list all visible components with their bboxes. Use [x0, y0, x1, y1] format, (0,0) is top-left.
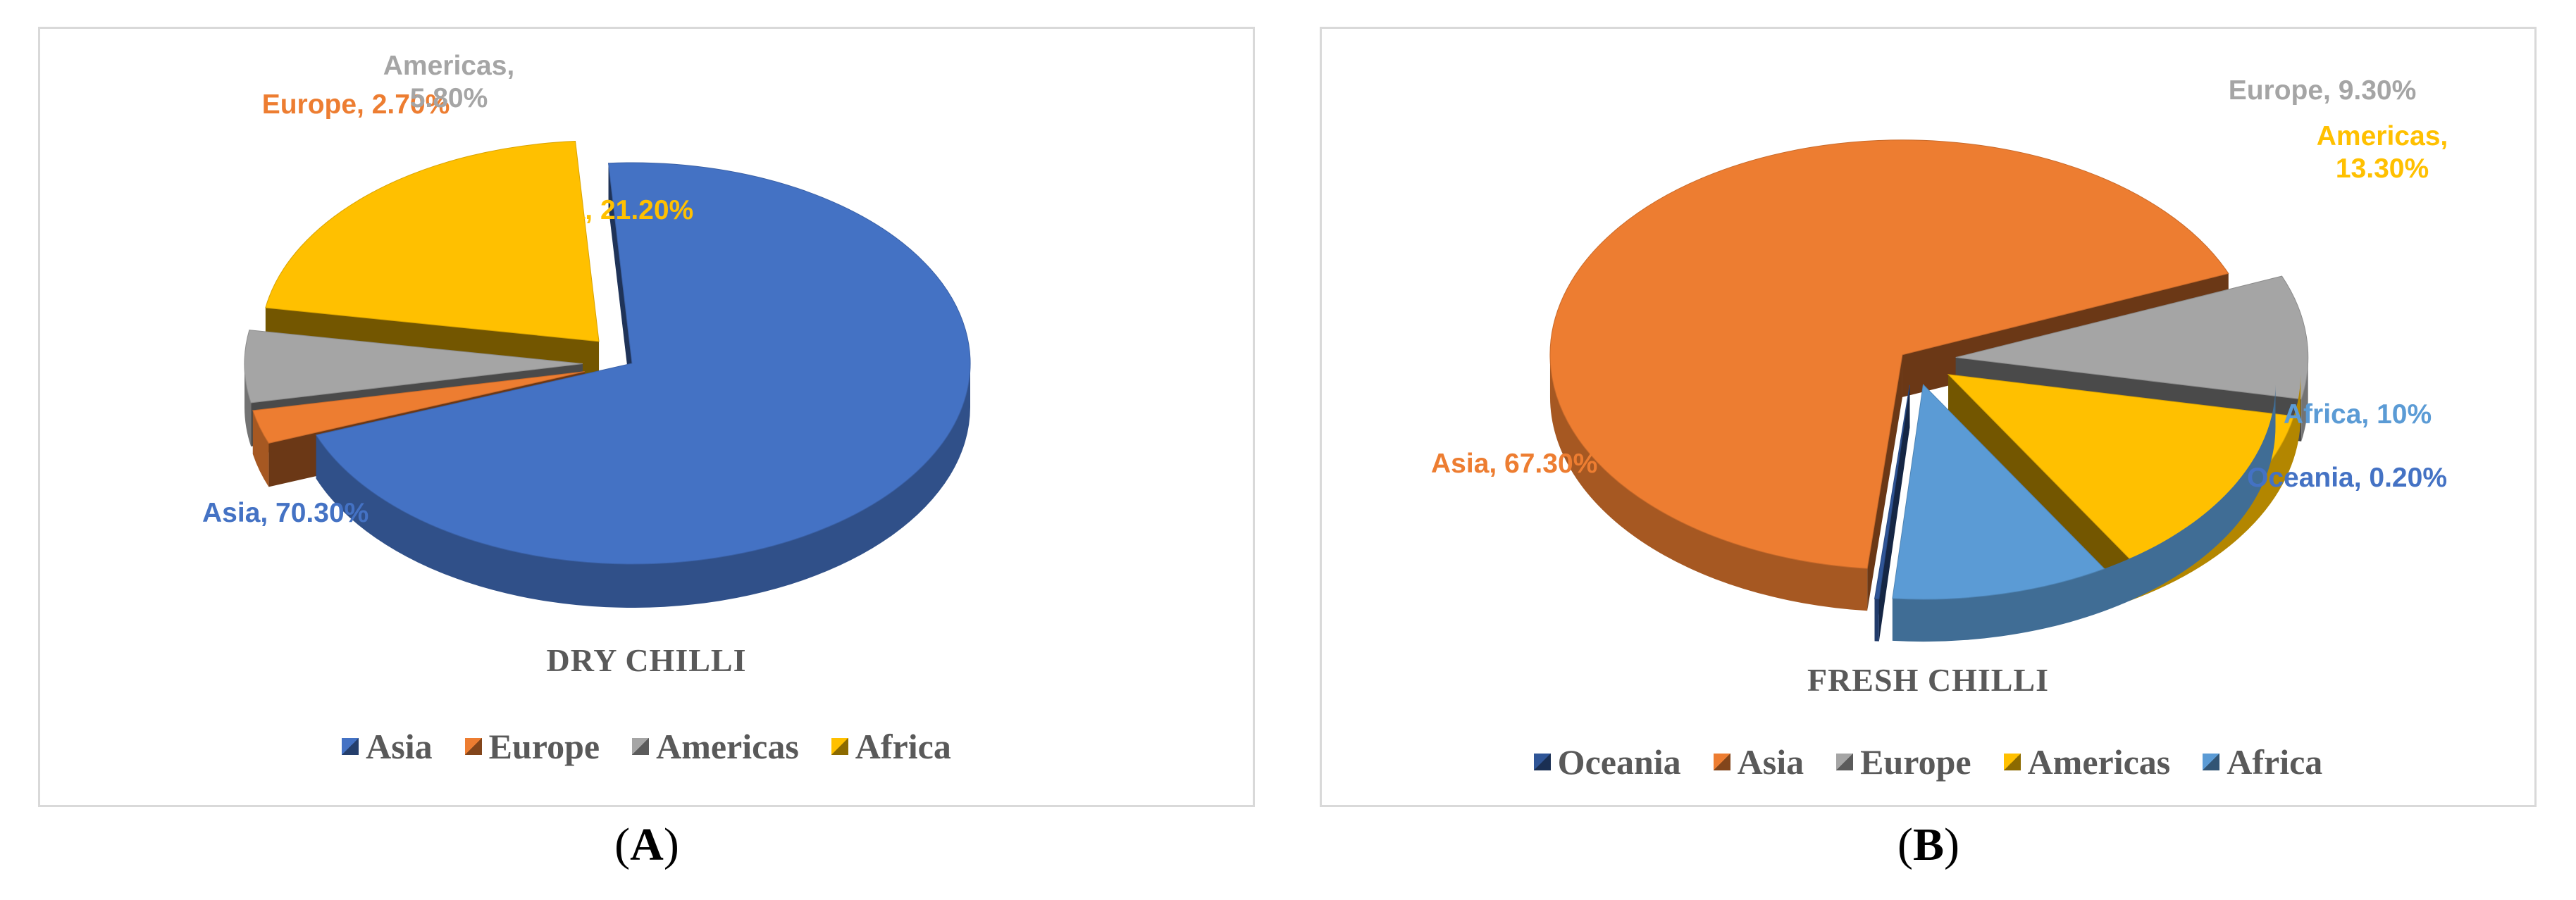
pie-slice-asia	[315, 162, 971, 608]
chart-panel-fresh-chilli: Oceania, 0.20% Asia, 67.30% Europe, 9.30% A…	[1320, 27, 2537, 807]
legend-swatch	[2203, 754, 2220, 770]
data-label-americas: Americas, 5.80%	[383, 51, 514, 113]
panel-label-a: (A)	[614, 819, 679, 870]
legend-swatch	[1533, 754, 1551, 770]
legend-item-africa: Africa	[831, 726, 951, 767]
chart-legend: Asia Europe Americas Africa	[40, 726, 1253, 767]
legend-item-europe: Europe	[464, 726, 600, 767]
legend-item-europe: Europe	[1836, 742, 1971, 782]
legend-swatch	[1713, 754, 1730, 770]
legend-label: Oceania	[1557, 742, 1681, 782]
legend-label: Europe	[488, 727, 600, 766]
data-label-asia: Asia, 67.30%	[1431, 449, 1597, 479]
panel-letter: B	[1912, 819, 1945, 870]
panel-label-b: (B)	[1897, 819, 1959, 870]
legend-item-americas: Americas	[2003, 742, 2171, 782]
legend-label: Asia	[1737, 742, 1804, 782]
legend-label: Europe	[1860, 742, 1971, 782]
chart-title: DRY CHILLI	[546, 642, 747, 678]
legend-swatch	[831, 738, 848, 755]
legend-item-oceania: Oceania	[1533, 742, 1681, 782]
legend-item-asia: Asia	[1713, 742, 1804, 782]
legend-swatch	[2003, 754, 2021, 770]
data-label-africa: Africa, 10%	[2284, 399, 2432, 430]
legend-item-africa: Africa	[2203, 742, 2322, 782]
data-label-europe: Europe, 9.30%	[2229, 75, 2417, 106]
data-label-americas: Americas, 13.30%	[2317, 121, 2448, 184]
legend-swatch	[464, 738, 482, 755]
pie-chart-dry-chilli: Asia, 70.30% Europe, 2.70%Americas, 5.80% A…	[202, 51, 971, 608]
data-label-oceania: Oceania, 0.20%	[2247, 463, 2447, 493]
data-label-asia: Asia, 70.30%	[202, 498, 369, 528]
legend-item-americas: Americas	[632, 726, 799, 767]
pie-slice-oceania	[1874, 385, 1910, 642]
chart-panel-dry-chilli: Asia, 70.30% Europe, 2.70% Americas, 5.80% A…	[38, 27, 1255, 807]
legend-swatch	[342, 738, 359, 755]
data-label-africa: Africa, 21.20%	[507, 195, 694, 225]
data-label-europe: Europe, 2.70%	[262, 89, 450, 120]
legend-item-asia: Asia	[342, 726, 433, 767]
legend-label: Asia	[366, 727, 433, 766]
legend-swatch	[1836, 754, 1854, 770]
legend-label: Africa	[855, 727, 951, 766]
pie-chart-fresh-chilli: Oceania, 0.20% Asia, 67.30% Europe, 9.30% A…	[1431, 75, 2448, 642]
chart-legend: Oceania Asia Europe Americas Africa	[1322, 742, 2534, 782]
pie-slice-africa	[1892, 384, 2276, 642]
legend-label: Americas	[656, 727, 799, 766]
chart-title: FRESH CHILLI	[1807, 662, 2050, 698]
legend-label: Africa	[2227, 742, 2323, 782]
panel-letter: A	[630, 819, 664, 870]
legend-label: Americas	[2027, 742, 2171, 782]
legend-swatch	[632, 738, 650, 755]
